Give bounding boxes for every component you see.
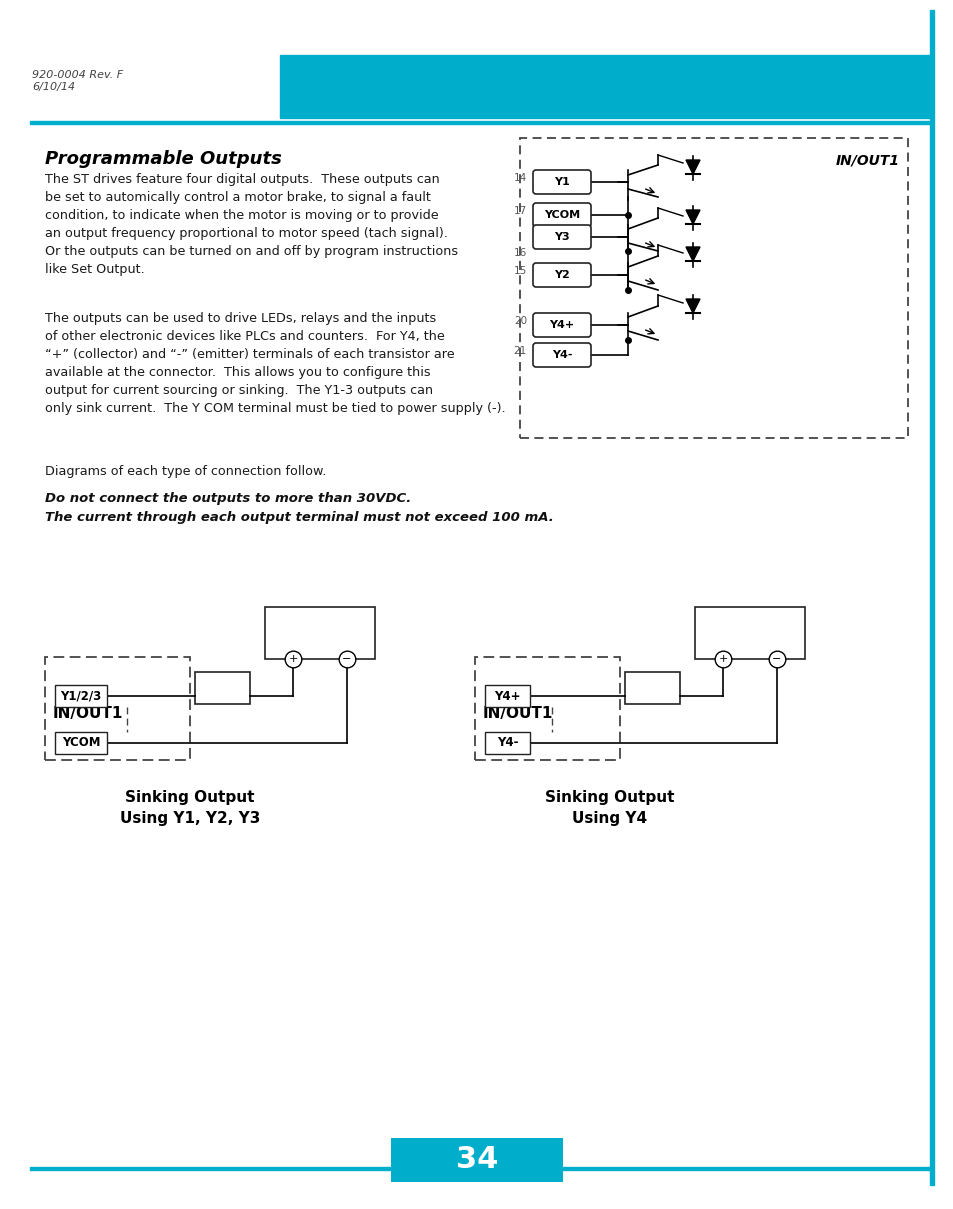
- Text: Y4+: Y4+: [549, 320, 574, 330]
- Bar: [30, 121, 929, 125]
- Bar: [484, 686, 530, 707]
- Bar: [484, 731, 530, 754]
- Text: The outputs can be used to drive LEDs, relays and the inputs
of other electronic: The outputs can be used to drive LEDs, r…: [45, 312, 505, 415]
- FancyBboxPatch shape: [533, 170, 590, 193]
- FancyBboxPatch shape: [533, 225, 590, 249]
- Text: 15: 15: [514, 266, 526, 276]
- Text: −: −: [342, 654, 352, 664]
- FancyBboxPatch shape: [533, 264, 590, 287]
- Bar: [624, 672, 679, 704]
- Bar: [45, 656, 190, 760]
- Text: The ST drives feature four digital outputs.  These outputs can
be set to automic: The ST drives feature four digital outpu…: [45, 173, 457, 276]
- Text: 21: 21: [514, 346, 526, 355]
- Text: Programmable Outputs: Programmable Outputs: [45, 150, 281, 168]
- Text: Y4-: Y4-: [497, 736, 517, 750]
- Text: Load: Load: [207, 682, 237, 694]
- Text: 16: 16: [514, 248, 526, 258]
- Text: 14: 14: [514, 173, 526, 183]
- Text: Load: Load: [637, 682, 667, 694]
- Text: 17: 17: [514, 206, 526, 216]
- Bar: [265, 607, 375, 659]
- Text: Y1: Y1: [554, 177, 569, 187]
- Text: 34: 34: [456, 1145, 497, 1174]
- Polygon shape: [685, 299, 700, 313]
- Text: 20: 20: [514, 316, 526, 326]
- Text: 920-0004 Rev. F
6/10/14: 920-0004 Rev. F 6/10/14: [32, 70, 123, 92]
- Bar: [194, 672, 250, 704]
- Bar: [695, 607, 804, 659]
- Text: Y4-: Y4-: [551, 349, 572, 360]
- Text: 5-24 VDC
Power Supply: 5-24 VDC Power Supply: [274, 618, 365, 648]
- Text: Y4+: Y4+: [494, 689, 520, 702]
- Polygon shape: [685, 160, 700, 174]
- Bar: [391, 1138, 562, 1182]
- Text: YCOM: YCOM: [62, 736, 100, 750]
- Text: Diagrams of each type of connection follow.: Diagrams of each type of connection foll…: [45, 465, 326, 478]
- Text: Sinking Output
Using Y1, Y2, Y3: Sinking Output Using Y1, Y2, Y3: [120, 789, 260, 826]
- Text: −: −: [772, 654, 781, 664]
- Text: Y3: Y3: [554, 232, 569, 242]
- FancyBboxPatch shape: [533, 313, 590, 337]
- FancyBboxPatch shape: [533, 203, 590, 227]
- Bar: [519, 138, 907, 438]
- Text: IN/OUT1: IN/OUT1: [53, 706, 123, 721]
- Text: IN/OUT1: IN/OUT1: [835, 154, 899, 168]
- Text: Do not connect the outputs to more than 30VDC.
The current through each output t: Do not connect the outputs to more than …: [45, 492, 553, 523]
- Polygon shape: [685, 247, 700, 261]
- FancyBboxPatch shape: [533, 343, 590, 368]
- Bar: [929, 10, 933, 1185]
- Text: YCOM: YCOM: [543, 210, 579, 220]
- Text: 5-24 VDC
Power Supply: 5-24 VDC Power Supply: [704, 618, 795, 648]
- Bar: [55, 686, 107, 707]
- Bar: [30, 1167, 929, 1170]
- Text: +: +: [718, 654, 727, 664]
- Bar: [55, 731, 107, 754]
- Bar: [475, 656, 619, 760]
- Text: +: +: [288, 654, 297, 664]
- Polygon shape: [685, 210, 700, 224]
- Text: Y2: Y2: [554, 270, 569, 280]
- Text: ST5/10-Si,-Q,-C, -IP Hardware manual: ST5/10-Si,-Q,-C, -IP Hardware manual: [293, 73, 906, 102]
- Text: IN/OUT1: IN/OUT1: [482, 706, 553, 721]
- Bar: [280, 54, 929, 118]
- Text: Y1/2/3: Y1/2/3: [60, 689, 102, 702]
- Text: Sinking Output
Using Y4: Sinking Output Using Y4: [545, 789, 674, 826]
